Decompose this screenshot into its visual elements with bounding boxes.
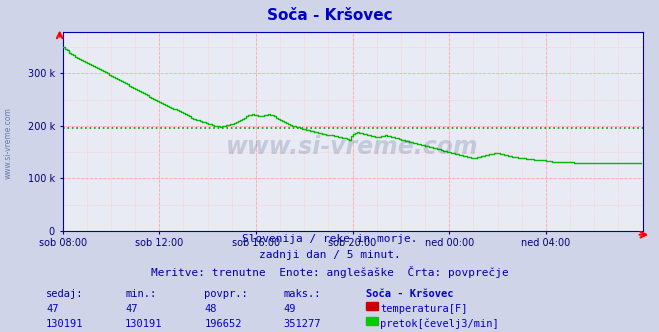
Text: Slovenija / reke in morje.: Slovenija / reke in morje. [242, 234, 417, 244]
Text: povpr.:: povpr.: [204, 289, 248, 299]
Text: 196652: 196652 [204, 319, 242, 329]
Text: 130191: 130191 [46, 319, 84, 329]
Text: 49: 49 [283, 304, 296, 314]
Text: pretok[čevelj3/min]: pretok[čevelj3/min] [380, 319, 499, 329]
Text: www.si-vreme.com: www.si-vreme.com [226, 135, 479, 159]
Text: 351277: 351277 [283, 319, 321, 329]
Text: Soča - Kršovec: Soča - Kršovec [366, 289, 453, 299]
Text: temperatura[F]: temperatura[F] [380, 304, 468, 314]
Text: 47: 47 [46, 304, 59, 314]
Text: www.si-vreme.com: www.si-vreme.com [3, 107, 13, 179]
Text: Soča - Kršovec: Soča - Kršovec [267, 8, 392, 23]
Text: Meritve: trenutne  Enote: anglešaške  Črta: povprečje: Meritve: trenutne Enote: anglešaške Črta… [151, 266, 508, 278]
Text: 48: 48 [204, 304, 217, 314]
Text: min.:: min.: [125, 289, 156, 299]
Text: zadnji dan / 5 minut.: zadnji dan / 5 minut. [258, 250, 401, 260]
Text: sedaj:: sedaj: [46, 289, 84, 299]
Text: maks.:: maks.: [283, 289, 321, 299]
Text: 130191: 130191 [125, 319, 163, 329]
Text: 47: 47 [125, 304, 138, 314]
